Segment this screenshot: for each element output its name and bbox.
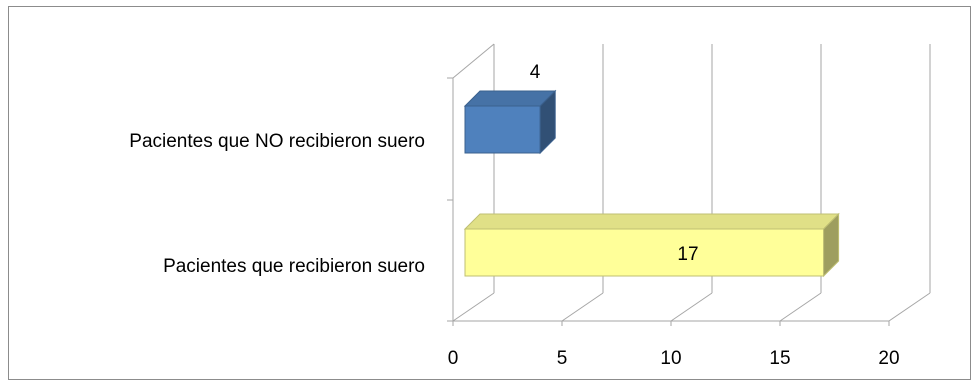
- grid-layer: [452, 43, 931, 322]
- chart-frame: [8, 6, 971, 380]
- data-label-suero: 17: [677, 244, 698, 265]
- x-tick-label-5: 5: [557, 348, 568, 369]
- x-tick-label-0: 0: [448, 348, 459, 369]
- x-tick-label-10: 10: [660, 348, 681, 369]
- floor-line-5: [561, 292, 604, 322]
- side-wall-top: [452, 43, 495, 79]
- bar-side-1: [823, 212, 840, 278]
- bar-side-0: [539, 89, 556, 155]
- floor-line-15: [779, 292, 822, 322]
- floor-line-20: [888, 292, 931, 322]
- bar-top-0: [463, 90, 557, 107]
- bar-front-1: [464, 228, 825, 277]
- data-label-no-suero: 4: [530, 62, 541, 83]
- x-tick-label-20: 20: [878, 348, 899, 369]
- floor-line-10: [670, 292, 713, 322]
- category-label-no-suero: Pacientes que NO recibieron suero: [129, 131, 425, 152]
- bar-front-0: [464, 105, 541, 154]
- bar-top-1: [463, 213, 840, 230]
- category-label-suero: Pacientes que recibieron suero: [163, 256, 425, 277]
- axis-layer: [447, 77, 890, 326]
- x-tick-label-15: 15: [769, 348, 790, 369]
- floor-line-0: [452, 292, 495, 322]
- bars-layer: [463, 89, 840, 278]
